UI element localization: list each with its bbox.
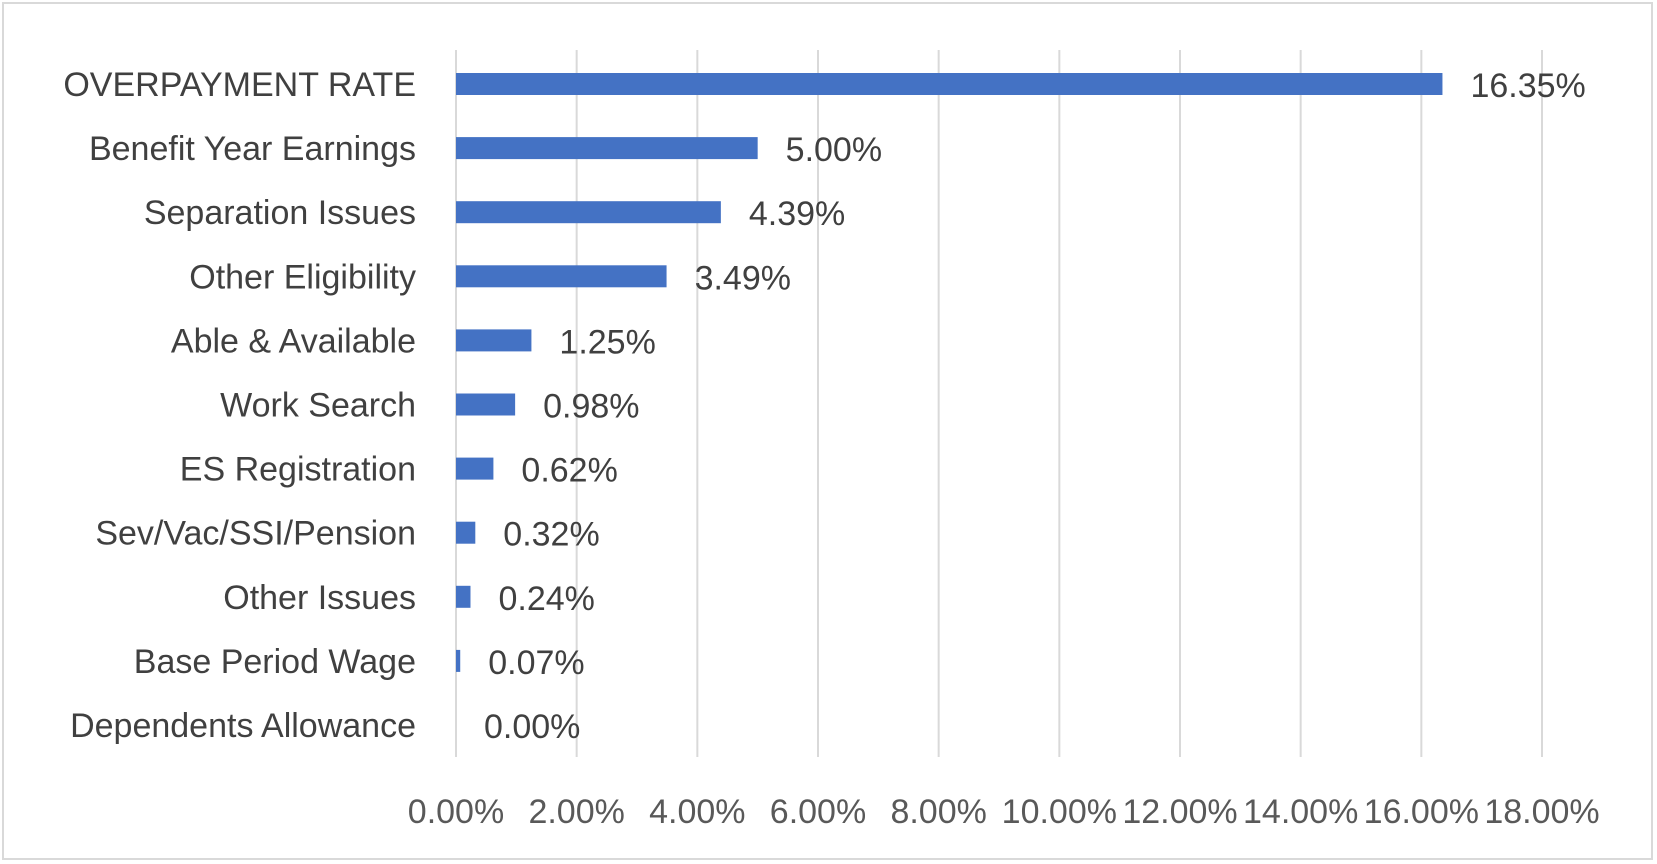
- data-label: 4.39%: [749, 195, 845, 233]
- x-tick-label: 10.00%: [1002, 793, 1117, 831]
- data-label: 1.25%: [559, 323, 655, 361]
- data-label: 0.62%: [521, 452, 617, 490]
- data-label: 5.00%: [786, 131, 882, 169]
- x-tick-label: 12.00%: [1122, 793, 1237, 831]
- category-label: Work Search: [220, 387, 416, 425]
- category-label: Benefit Year Earnings: [89, 130, 416, 168]
- x-tick-label: 8.00%: [890, 793, 986, 831]
- x-tick-label: 4.00%: [649, 793, 745, 831]
- category-label: Sev/Vac/SSI/Pension: [95, 515, 416, 553]
- bar: [456, 649, 461, 672]
- category-label: Base Period Wage: [134, 643, 416, 681]
- data-label: 16.35%: [1470, 67, 1585, 105]
- category-label: Other Eligibility: [189, 258, 416, 296]
- bar: [456, 457, 494, 480]
- data-label: 0.32%: [503, 516, 599, 554]
- bar: [456, 265, 667, 288]
- data-label: 0.00%: [484, 708, 580, 746]
- x-tick-label: 18.00%: [1484, 793, 1599, 831]
- category-label: Dependents Allowance: [70, 707, 416, 745]
- data-labels: 16.35% 5.00% 4.39% 3.49% 1.25% 0.98% 0.62% 0.32…: [484, 67, 1586, 746]
- category-label: Separation Issues: [144, 194, 416, 232]
- bar: [456, 521, 476, 544]
- data-label: 0.07%: [488, 644, 584, 682]
- x-tick-labels: 0.00% 2.00% 4.00% 6.00% 8.00% 10.00% 12.00% 14.…: [408, 793, 1600, 831]
- bar: [456, 393, 516, 416]
- data-label: 0.98%: [543, 388, 639, 426]
- x-tick-label: 0.00%: [408, 793, 504, 831]
- bar: [456, 585, 471, 608]
- category-label: Able & Available: [171, 322, 416, 360]
- bars: [456, 73, 1443, 672]
- data-label: 3.49%: [695, 259, 791, 297]
- category-label: ES Registration: [180, 451, 416, 489]
- category-labels: OVERPAYMENT RATE Benefit Year Earnings Sep…: [63, 66, 416, 745]
- bar: [456, 73, 1443, 95]
- bar: [456, 329, 532, 352]
- bar: [456, 137, 758, 160]
- x-tick-label: 14.00%: [1243, 793, 1358, 831]
- category-label: Other Issues: [223, 579, 416, 617]
- x-tick-label: 6.00%: [770, 793, 866, 831]
- x-tick-label: 16.00%: [1364, 793, 1479, 831]
- x-tick-label: 2.00%: [528, 793, 624, 831]
- category-label: OVERPAYMENT RATE: [63, 66, 416, 104]
- bar: [456, 201, 721, 224]
- data-label: 0.24%: [498, 580, 594, 618]
- gridlines: [455, 50, 1543, 757]
